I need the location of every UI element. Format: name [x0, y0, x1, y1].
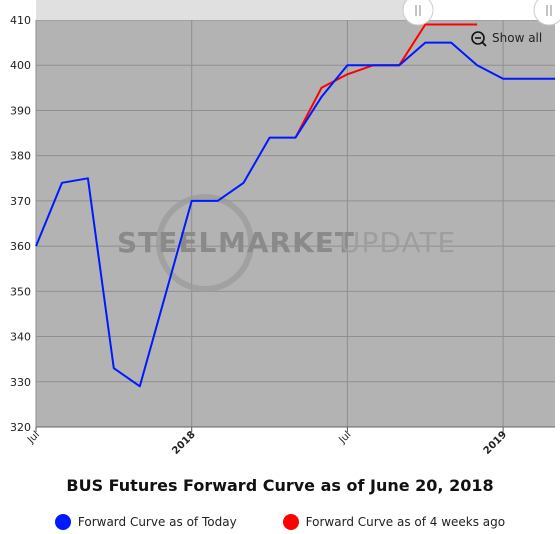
- x-tick-label: 2019: [482, 429, 509, 456]
- navigator-right-handle[interactable]: [533, 0, 560, 26]
- zoom-out-icon: [471, 31, 487, 47]
- navigator-left-handle[interactable]: [402, 0, 434, 26]
- legend-label-4-weeks-ago: Forward Curve as of 4 weeks ago: [305, 515, 506, 529]
- y-tick-label: 360: [10, 240, 31, 253]
- y-tick-label: 380: [10, 150, 31, 163]
- watermark-logo: STEEL MARKET UPDATE: [117, 194, 456, 292]
- y-tick-label: 370: [10, 195, 31, 208]
- chart-title: BUS Futures Forward Curve as of June 20,…: [66, 476, 494, 495]
- legend: Forward Curve as of Today Forward Curve …: [0, 514, 560, 530]
- y-tick-label: 400: [10, 59, 31, 72]
- legend-label-today: Forward Curve as of Today: [77, 515, 237, 529]
- forward-curve-chart: STEEL MARKET UPDATE 320 330 340 350 360 370 38…: [10, 0, 560, 457]
- y-tick-label: 320: [10, 421, 31, 434]
- show-all-label: Show all: [492, 31, 542, 45]
- watermark-text-update: UPDATE: [340, 226, 456, 259]
- y-tick-label: 340: [10, 331, 31, 344]
- y-tick-label: 390: [10, 104, 31, 117]
- x-axis-labels: Jul 2018 Jul 2019: [25, 429, 509, 456]
- plot-area: [36, 20, 555, 427]
- y-tick-label: 330: [10, 376, 31, 389]
- y-axis-labels: 320 330 340 350 360 370 380 390 400 410: [10, 14, 31, 434]
- watermark-ring-icon: [156, 194, 254, 292]
- series-lines: [35, 23, 555, 388]
- series-line-0[interactable]: [35, 41, 555, 388]
- x-tick-label: Jul: [336, 429, 353, 446]
- legend-item-today[interactable]: Forward Curve as of Today: [54, 514, 237, 530]
- legend-marker-today: [54, 514, 71, 530]
- watermark-text-steel: STEEL: [117, 226, 217, 259]
- x-tick-label: 2018: [170, 429, 197, 456]
- y-tick-label: 410: [10, 14, 31, 27]
- legend-marker-4-weeks-ago: [282, 514, 299, 530]
- watermark-text-market: MARKET: [218, 226, 355, 259]
- legend-item-4-weeks-ago[interactable]: Forward Curve as of 4 weeks ago: [282, 514, 506, 530]
- navigator-selected-range[interactable]: [418, 0, 560, 20]
- show-all-button[interactable]: Show all: [471, 31, 542, 47]
- y-tick-label: 350: [10, 285, 31, 298]
- range-navigator[interactable]: [36, 0, 560, 26]
